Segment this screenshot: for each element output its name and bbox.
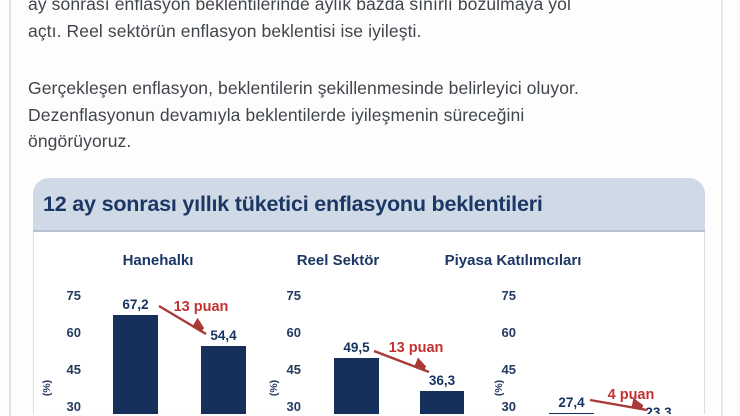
piyasa-katilimcilari-y-axis-unit-label: (%)	[493, 379, 505, 397]
card-left-border	[9, 0, 11, 416]
hanehalki-y-axis-unit-label: (%)	[41, 379, 53, 397]
reel-sektor-y-tick-label: 30	[286, 398, 301, 414]
reel-sektor-y-tick-label: 75	[286, 287, 301, 303]
reel-sektor-bar-2	[420, 390, 464, 414]
piyasa-katilimcilari-y-tick-label: 30	[501, 398, 516, 414]
chart-title: 12 ay sonrası yıllık tüketici enflasyonu…	[43, 191, 543, 216]
hanehalki-change-label: 13 puan	[173, 299, 229, 315]
reel-sektor-y-axis-unit-label: (%)	[268, 379, 280, 397]
panel-header-hanehalki: Hanehalkı	[122, 252, 194, 269]
hanehalki-y-tick-label: 45	[66, 361, 81, 377]
piyasa-katilimcilari-bar-value-label: 23,3	[645, 405, 672, 414]
post-text-line: Dezenflasyonun devamıyla beklentilerde i…	[28, 104, 525, 125]
panel-header-piyasa-katilimcilari: Piyasa Katılımcıları	[444, 252, 582, 269]
hanehalki-y-tick-label: 60	[66, 324, 81, 340]
post-paragraph-2: Gerçekleşen enflasyon, beklentilerin şek…	[28, 75, 579, 155]
post-text-line: öngörüyoruz.	[28, 131, 132, 151]
piyasa-katilimcilari-y-tick-label: 75	[501, 287, 516, 303]
hanehalki-y-tick-label: 75	[66, 287, 81, 303]
card-right-border	[721, 0, 723, 416]
post-text-line: Gerçekleşen enflasyon, beklentilerin şek…	[28, 78, 579, 98]
hanehalki-bar-value-label: 54,4	[210, 328, 237, 344]
reel-sektor-change-label: 13 puan	[388, 340, 444, 356]
post-text-line: açtı. Reel sektörün enflasyon beklentisi…	[28, 20, 422, 41]
piyasa-katilimcilari-bar-1	[549, 412, 594, 414]
chart-plot-area: Hanehalkı (%) 75 60 45 30 67,2 54,4 13 puan Reel …	[33, 232, 705, 414]
post-paragraph-1: ay sonrası enflasyon beklentilerinde ayl…	[28, 0, 571, 44]
reel-sektor-bar-1	[334, 358, 379, 414]
piyasa-katilimcilari-change-label: 4 puan	[607, 387, 655, 403]
reel-sektor-bar-value-label: 49,5	[343, 340, 370, 356]
piyasa-katilimcilari-y-tick-label: 45	[501, 361, 516, 377]
post-text-line: ay sonrası enflasyon beklentilerinde ayl…	[28, 0, 571, 14]
reel-sektor-y-tick-label: 60	[286, 324, 301, 340]
hanehalki-bar-value-label: 67,2	[122, 296, 149, 312]
panel-header-reel-sektor: Reel Sektör	[296, 252, 380, 269]
reel-sektor-bar-value-label: 36,3	[428, 372, 456, 388]
reel-sektor-y-tick-label: 45	[286, 361, 301, 377]
chart-header: 12 ay sonrası yıllık tüketici enflasyonu…	[33, 178, 705, 232]
inflation-expectations-chart: 12 ay sonrası yıllık tüketici enflasyonu…	[33, 178, 705, 414]
hanehalki-bar-2	[201, 346, 246, 414]
hanehalki-bar-1	[113, 314, 158, 414]
hanehalki-y-tick-label: 30	[66, 398, 81, 414]
piyasa-katilimcilari-y-tick-label: 60	[501, 324, 516, 340]
piyasa-katilimcilari-bar-value-label: 27,4	[558, 394, 585, 410]
